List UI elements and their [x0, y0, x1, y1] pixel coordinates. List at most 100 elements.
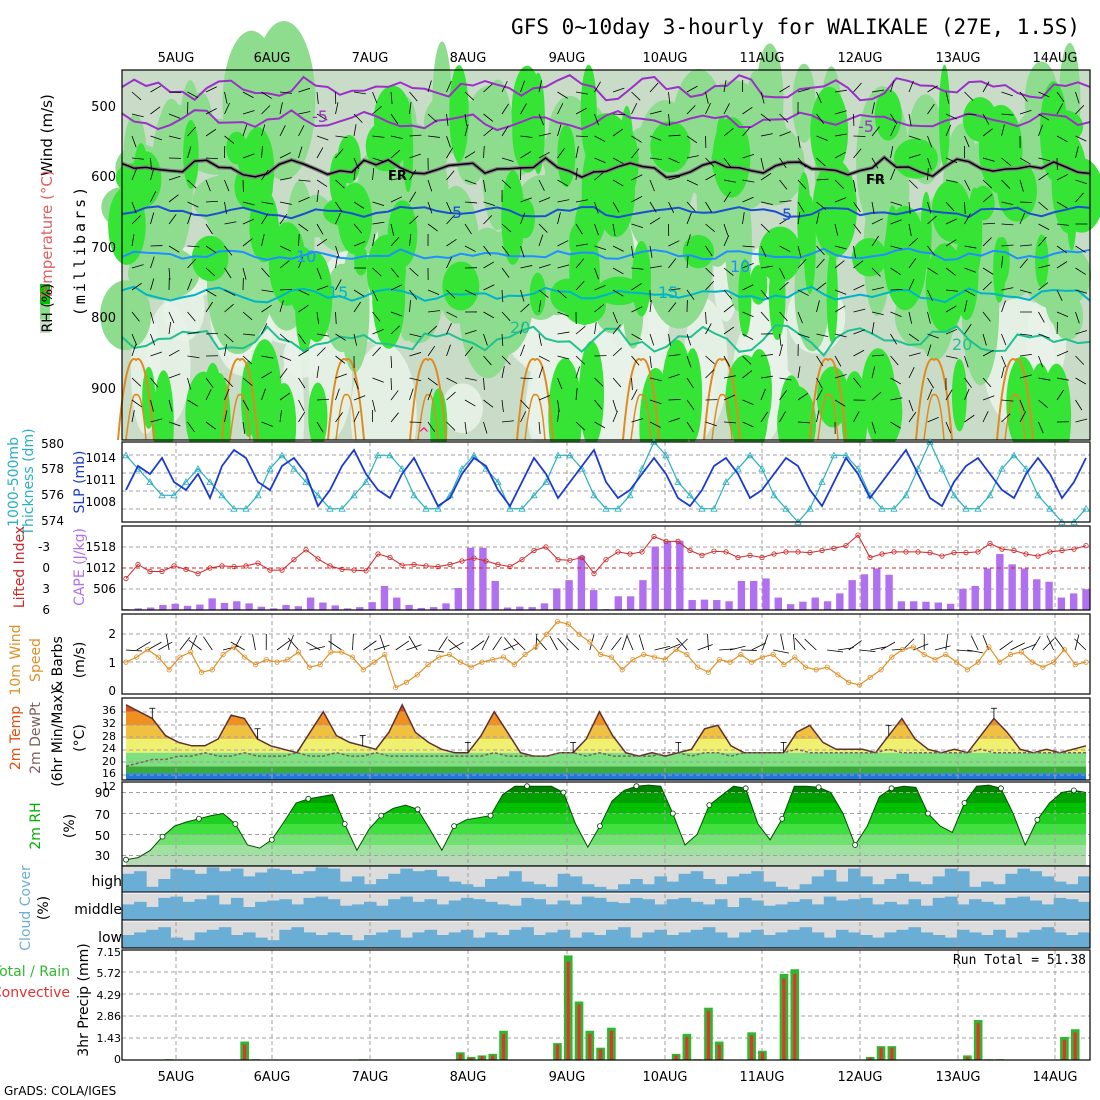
rh-green-patch	[792, 63, 816, 143]
wind-barb	[150, 333, 156, 346]
wind-barb	[187, 212, 192, 225]
wind-barb	[797, 366, 801, 379]
wind-barb	[409, 215, 419, 225]
precip-conv-bar	[1062, 1040, 1066, 1060]
wind-barb	[631, 223, 644, 229]
wind-speed-point	[824, 664, 830, 670]
wind-barb	[298, 256, 304, 269]
wind-barb	[1056, 103, 1064, 115]
wind-barb	[945, 328, 958, 335]
wind-barb	[409, 267, 419, 277]
cloud-bar	[932, 897, 946, 920]
wind-barb	[557, 264, 570, 269]
contour-temp-5	[121, 205, 1091, 220]
wind-speed-point	[1040, 664, 1046, 670]
wind-barb	[279, 368, 288, 379]
cape-li-panel	[121, 525, 1091, 611]
wind-barb	[797, 212, 801, 225]
wind-barb	[298, 399, 305, 411]
wind-barb	[538, 421, 541, 434]
rh-moist-patch	[557, 124, 576, 188]
wind-barb	[1019, 258, 1029, 269]
wind-barb	[1001, 355, 1007, 368]
temp-tick-12: 12	[102, 780, 116, 793]
cape-bar	[208, 598, 216, 610]
wind-barb	[631, 306, 643, 313]
precip-tick-429: 4.29	[97, 989, 122, 1002]
wind-barb	[834, 89, 847, 93]
wind-barb-10m	[165, 634, 170, 651]
day-label-bottom: 10AUG	[642, 1070, 687, 1085]
li-point	[615, 549, 621, 555]
thickness-point	[374, 451, 382, 459]
wind-barb	[890, 80, 895, 93]
wind-barb	[390, 236, 400, 247]
wind-barb	[353, 223, 363, 234]
wind-speed-point	[252, 662, 259, 668]
temp-band	[126, 766, 1086, 774]
wind-barb	[1075, 330, 1088, 335]
wind-barb	[834, 179, 844, 189]
wind-barb	[446, 135, 451, 148]
thickness-point	[710, 504, 718, 512]
wind-speed-point	[889, 654, 895, 660]
cloud-bar	[424, 929, 438, 948]
wind-barb	[187, 311, 196, 322]
wind-barb	[335, 245, 340, 258]
wind-barb	[1075, 289, 1088, 294]
wind-barb	[779, 267, 786, 279]
wind-barb	[853, 377, 862, 388]
cloud-bar	[303, 897, 317, 920]
wind-speed-point	[177, 654, 183, 660]
cloud-bar	[376, 905, 389, 920]
wind-barb	[742, 355, 752, 365]
cloud-bar	[714, 899, 728, 920]
wind-speed-point	[263, 656, 269, 663]
wind-barb	[446, 391, 456, 401]
wind-barb	[982, 237, 992, 247]
wind-barb	[908, 278, 915, 291]
cape-bar	[430, 607, 438, 610]
wind-barb-10m	[870, 646, 887, 651]
wind-barb	[279, 260, 290, 269]
wind-barb	[501, 399, 504, 412]
wind-barb	[742, 263, 754, 269]
wind-barb	[520, 265, 533, 269]
slp-tick-574: 574	[41, 514, 64, 528]
wind-barb-10m	[557, 637, 569, 651]
wind-speed-point	[878, 667, 884, 673]
wind-barb	[483, 421, 488, 434]
rh-moist-patch	[650, 120, 691, 173]
contour-temp-25	[622, 358, 660, 441]
cloud-bar	[291, 927, 304, 948]
wind-barb	[871, 267, 881, 277]
precip-ylabel-b: Convective	[0, 985, 70, 1001]
wind-speed-point	[576, 631, 582, 637]
wind-barb	[372, 329, 384, 335]
cape-bar	[811, 597, 819, 610]
wind-barb	[1001, 256, 1004, 269]
cloud-bar	[122, 935, 135, 948]
rh-moist-patch	[682, 348, 703, 443]
rh-moist-patch	[183, 119, 199, 189]
thickness-point	[302, 478, 310, 485]
cape-bar	[626, 596, 635, 610]
wind-barb	[353, 289, 365, 297]
wind10m-panel	[121, 613, 1091, 695]
wind-barb	[279, 245, 292, 252]
thickness-point	[614, 504, 622, 512]
rh-tick-30: 30	[95, 849, 110, 863]
wind-speed-point	[587, 639, 593, 645]
wind-barb	[353, 113, 363, 123]
wind-barb	[150, 311, 155, 324]
wind-barb	[483, 355, 492, 366]
wind-barb	[575, 91, 588, 95]
wind-barb	[723, 326, 735, 335]
cloud-bar	[424, 869, 438, 892]
upper-tick-800: 800	[91, 311, 116, 326]
cloud-bar	[521, 927, 534, 948]
wind-speed-point	[317, 662, 323, 668]
wind-barb-10m	[626, 635, 634, 651]
wind-speed-point	[813, 667, 819, 673]
wind-barb	[335, 279, 342, 291]
